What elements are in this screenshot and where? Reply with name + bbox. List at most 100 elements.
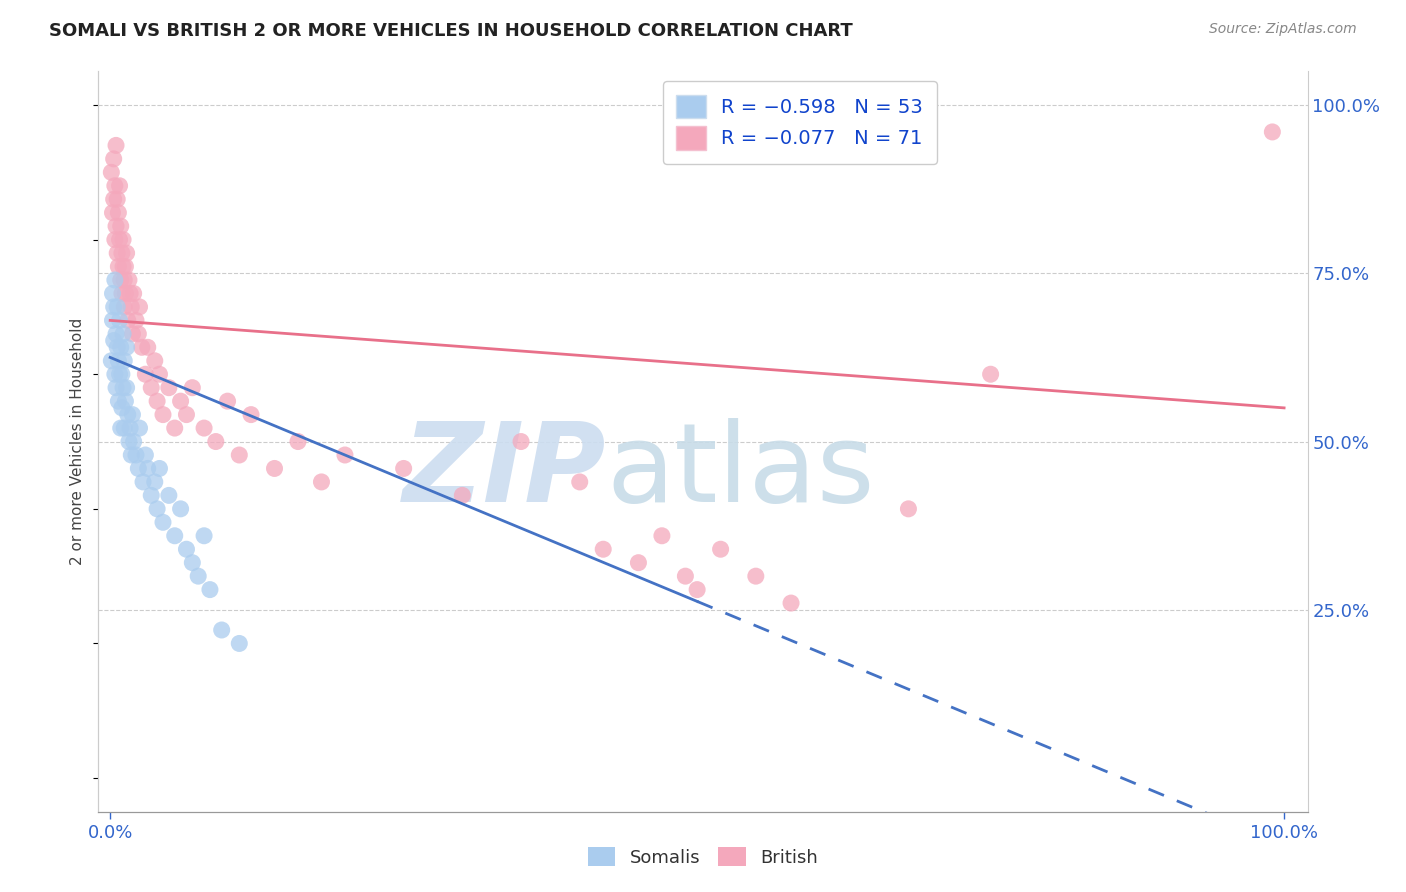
Point (122, 286, 145, 301)
Point (104, 273, 127, 287)
Point (121, 326, 143, 341)
Point (193, 529, 215, 543)
Point (651, 529, 673, 543)
Point (148, 368, 170, 382)
Point (592, 542, 614, 557)
Point (117, 408, 139, 422)
Point (115, 381, 138, 395)
Point (686, 582, 709, 597)
Point (146, 501, 169, 516)
Point (127, 461, 149, 475)
Point (121, 408, 143, 422)
Point (112, 326, 135, 341)
Point (110, 273, 132, 287)
Point (143, 475, 166, 489)
Point (115, 340, 138, 354)
Point (204, 434, 226, 449)
Point (101, 205, 124, 219)
Point (141, 488, 163, 502)
Point (163, 421, 186, 435)
Point (112, 381, 135, 395)
Point (105, 300, 128, 314)
Text: ZIP: ZIP (402, 417, 606, 524)
Point (110, 421, 132, 435)
Point (211, 623, 233, 637)
Point (148, 461, 170, 475)
Point (169, 394, 191, 409)
Point (104, 178, 127, 193)
Point (114, 286, 136, 301)
Point (108, 233, 131, 247)
Point (108, 313, 131, 327)
Point (627, 556, 650, 570)
Point (101, 286, 124, 301)
Point (157, 488, 180, 502)
Text: atlas: atlas (606, 417, 875, 524)
Point (112, 353, 135, 368)
Point (198, 582, 221, 597)
Point (112, 300, 135, 314)
Point (125, 448, 148, 462)
Point (103, 192, 125, 206)
Point (120, 421, 142, 435)
Point (105, 192, 128, 206)
Point (710, 542, 733, 557)
Point (103, 300, 125, 314)
Point (100, 353, 122, 368)
Text: SOMALI VS BRITISH 2 OR MORE VEHICLES IN HOUSEHOLD CORRELATION CHART: SOMALI VS BRITISH 2 OR MORE VEHICLES IN … (49, 22, 853, 40)
Point (193, 421, 215, 435)
Point (105, 138, 128, 153)
Point (108, 368, 131, 382)
Point (105, 219, 128, 234)
Point (980, 368, 1002, 382)
Point (108, 178, 131, 193)
Point (105, 326, 128, 341)
Point (897, 501, 920, 516)
Point (134, 448, 156, 462)
Point (110, 219, 132, 234)
Point (780, 596, 803, 610)
Point (128, 300, 150, 314)
Point (100, 165, 122, 179)
Point (187, 569, 209, 583)
Point (146, 394, 169, 409)
Point (157, 381, 180, 395)
Point (118, 434, 141, 449)
Point (240, 408, 263, 422)
Point (163, 529, 186, 543)
Point (134, 368, 156, 382)
Point (451, 488, 474, 502)
Point (122, 434, 145, 449)
Point (107, 394, 129, 409)
Point (120, 300, 142, 314)
Point (105, 340, 128, 354)
Point (127, 326, 149, 341)
Point (311, 475, 333, 489)
Point (263, 461, 285, 475)
Point (1261, 125, 1284, 139)
Point (111, 286, 134, 301)
Point (176, 542, 198, 557)
Point (104, 233, 127, 247)
Point (125, 313, 148, 327)
Point (143, 353, 166, 368)
Legend: Somalis, British: Somalis, British (581, 840, 825, 874)
Point (105, 381, 128, 395)
Point (111, 401, 134, 415)
Point (114, 394, 136, 409)
Point (217, 394, 239, 409)
Point (131, 340, 153, 354)
Point (110, 340, 132, 354)
Point (111, 368, 134, 382)
Point (112, 421, 135, 435)
Point (392, 461, 415, 475)
Point (136, 340, 159, 354)
Point (103, 334, 125, 348)
Legend: R = −0.598   N = 53, R = −0.077   N = 71: R = −0.598 N = 53, R = −0.077 N = 71 (662, 81, 936, 163)
Point (333, 448, 356, 462)
Point (107, 205, 129, 219)
Point (104, 368, 127, 382)
Point (181, 556, 204, 570)
Point (152, 516, 174, 530)
Point (132, 475, 155, 489)
